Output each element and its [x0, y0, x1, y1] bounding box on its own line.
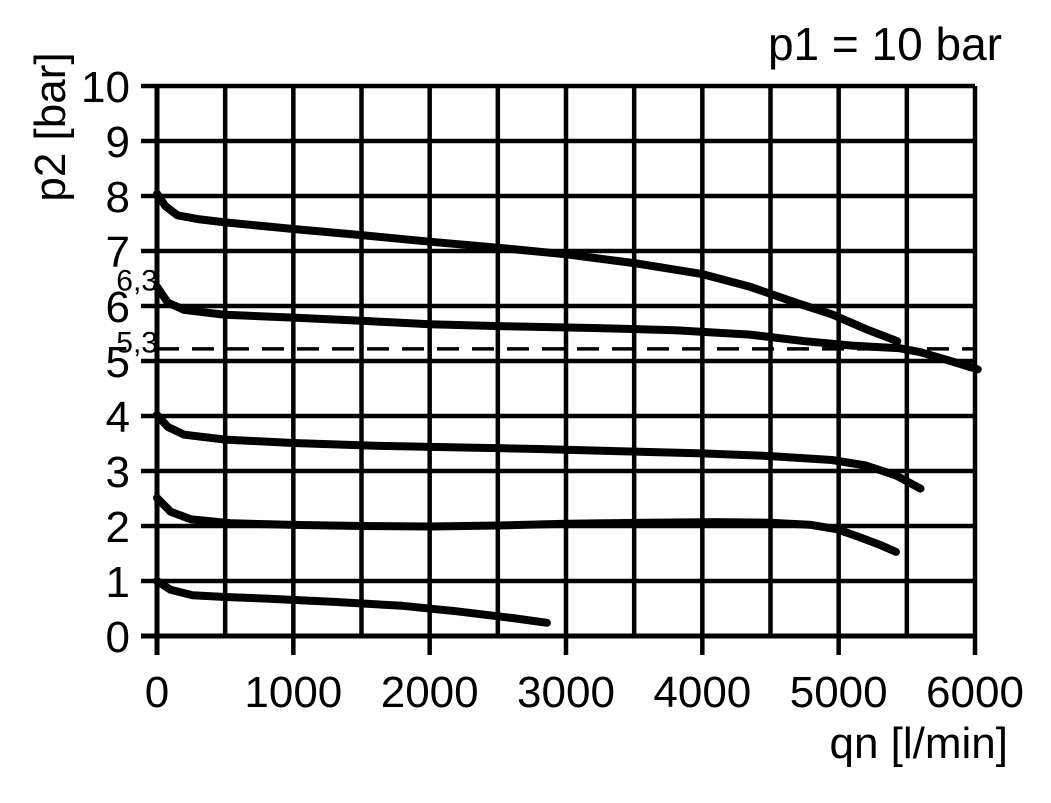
y-tick-label: 0	[106, 613, 130, 662]
y-annotation-label: 6,3	[116, 265, 158, 298]
y-annotation-label: 5,3	[116, 327, 158, 360]
y-tick-label: 7	[106, 228, 130, 277]
y-tick-label: 1	[106, 558, 130, 607]
y-tick-label: 9	[106, 118, 130, 167]
y-tick-label: 3	[106, 448, 130, 497]
y-tick-label: 4	[106, 393, 130, 442]
curve-setpoint-1-bar	[153, 577, 551, 627]
y-tick-label: 2	[106, 503, 130, 552]
x-tick-label: 5000	[790, 668, 888, 717]
x-axis-title: qn [l/min]	[829, 719, 1008, 768]
curve-setpoint-4-bar	[153, 410, 925, 493]
x-tick-label: 1000	[244, 668, 342, 717]
curve-setpoint-6.3-bar	[153, 282, 982, 374]
x-tick-label: 4000	[653, 668, 751, 717]
x-tick-label: 3000	[517, 668, 615, 717]
curve-setpoint-2.5-bar	[153, 493, 900, 556]
x-tick-label: 0	[145, 668, 169, 717]
y-tick-label: 6	[106, 283, 130, 332]
y-tick-label: 5	[106, 338, 130, 387]
chart-title: p1 = 10 bar	[767, 18, 1002, 70]
x-tick-label: 2000	[381, 668, 479, 717]
x-tick-label: 6000	[926, 668, 1024, 717]
y-tick-label: 10	[81, 63, 130, 112]
y-tick-label: 8	[106, 173, 130, 222]
curve-setpoint-8-bar	[153, 189, 902, 346]
